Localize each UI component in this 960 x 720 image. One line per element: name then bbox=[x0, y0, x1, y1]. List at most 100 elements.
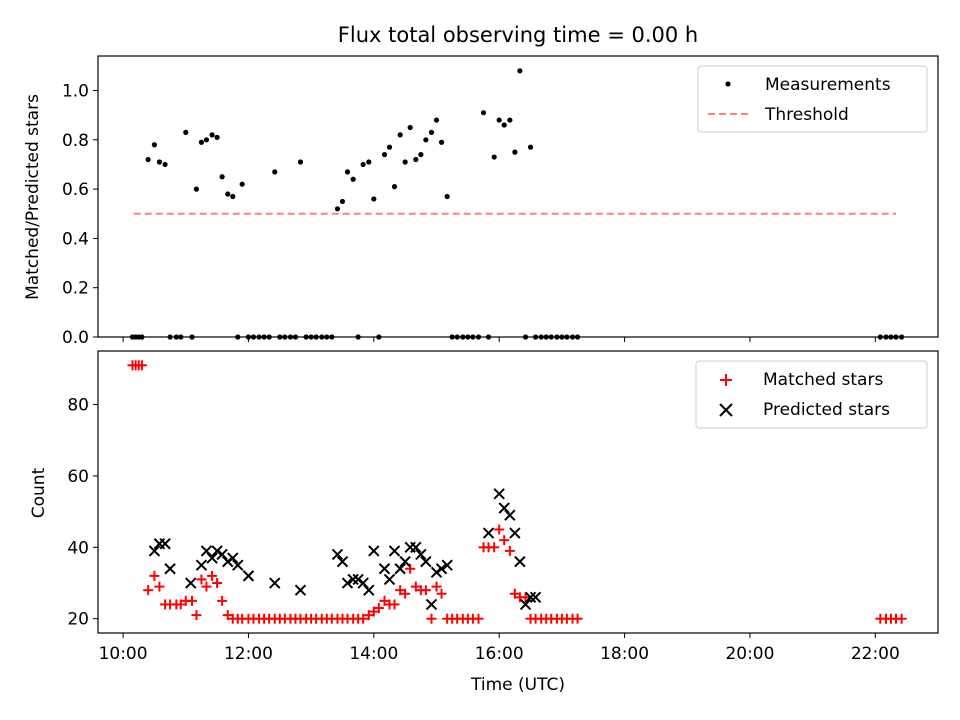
predicted-star-stroke-b bbox=[420, 555, 432, 568]
measurement-point bbox=[501, 122, 507, 128]
legend-matched-label: Matched stars bbox=[763, 370, 883, 390]
matched-star-point bbox=[389, 599, 400, 610]
predicted-star-stroke-b bbox=[363, 584, 375, 596]
measurement-point bbox=[209, 132, 215, 138]
predicted-star-stroke-b bbox=[493, 488, 505, 500]
predicted-star-point bbox=[331, 548, 344, 561]
matched-star-point bbox=[363, 610, 374, 621]
predicted-star-stroke-b bbox=[294, 584, 307, 596]
predicted-star-point bbox=[383, 573, 396, 586]
measurement-point bbox=[272, 169, 278, 175]
predicted-star-point bbox=[425, 598, 438, 611]
predicted-star-stroke-b bbox=[227, 552, 239, 564]
predicted-star-stroke-b bbox=[435, 563, 448, 575]
predicted-legend-marker bbox=[719, 403, 733, 417]
figure-title: Flux total observing time = 0.00 h bbox=[338, 23, 698, 47]
matched-star-point bbox=[358, 613, 369, 624]
predicted-star-stroke-b bbox=[185, 577, 197, 589]
count-x-tick-label: 12:00 bbox=[224, 644, 273, 664]
predicted-star-point bbox=[368, 545, 380, 557]
ratio-y-tick-label: 0.0 bbox=[62, 328, 89, 348]
predicted-star-stroke-b bbox=[336, 555, 349, 568]
predicted-star-stroke-b bbox=[529, 591, 542, 604]
predicted-star-point bbox=[206, 552, 218, 564]
matched-star-point bbox=[187, 595, 198, 606]
matched-star-point bbox=[509, 588, 520, 599]
measurement-point bbox=[433, 117, 440, 123]
measurement-point bbox=[527, 144, 534, 150]
measurement-point bbox=[386, 144, 393, 150]
predicted-star-point bbox=[493, 488, 505, 500]
predicted-star-point bbox=[352, 573, 364, 586]
matched-star-point bbox=[175, 599, 186, 610]
ratio-x-ticks bbox=[122, 337, 876, 342]
ratio-axes-frame bbox=[97, 55, 939, 338]
predicted-star-point bbox=[388, 545, 401, 557]
predicted-star-point bbox=[347, 573, 359, 586]
predicted-star-stroke-b bbox=[498, 502, 510, 514]
predicted-star-stroke-b bbox=[222, 555, 234, 568]
predicted-star-stroke-b bbox=[430, 566, 443, 579]
ratio-legend-box bbox=[697, 65, 928, 133]
predicted-star-point bbox=[482, 527, 495, 539]
matched-legend-marker bbox=[720, 374, 732, 386]
measurement-point bbox=[381, 151, 388, 158]
measurement-point bbox=[413, 156, 419, 163]
measurement-point bbox=[444, 193, 450, 200]
ratio-y-tick-label: 0.4 bbox=[62, 229, 89, 249]
predicted-star-stroke-b bbox=[519, 598, 532, 611]
predicted-star-stroke-b bbox=[211, 545, 223, 557]
predicted-star-point bbox=[394, 563, 406, 575]
measurement-point bbox=[193, 186, 200, 192]
predicted-star-stroke-b bbox=[331, 548, 344, 561]
predicted-star-stroke-b bbox=[514, 555, 526, 568]
count-legend: Matched stars Predicted stars bbox=[695, 360, 928, 429]
predicted-star-stroke-b bbox=[524, 591, 537, 604]
measurement-point bbox=[239, 181, 245, 187]
measurement-point bbox=[366, 159, 372, 165]
matched-star-point bbox=[136, 360, 147, 371]
ratio-y-axis: 0.0 0.2 0.4 0.6 0.8 1.0 bbox=[62, 82, 98, 348]
count-legend-box bbox=[695, 360, 928, 429]
predicted-star-point bbox=[185, 577, 197, 589]
measurement-point bbox=[334, 206, 341, 212]
measurement-point bbox=[407, 124, 413, 131]
matched-star-point bbox=[212, 578, 223, 589]
matched-star-point bbox=[154, 581, 165, 592]
predicted-star-stroke-b bbox=[441, 559, 453, 571]
predicted-star-stroke-b bbox=[347, 573, 359, 586]
predicted-star-stroke-b bbox=[159, 538, 171, 550]
matched-star-point bbox=[400, 588, 411, 599]
matched-star-point bbox=[196, 574, 207, 585]
measurement-point bbox=[402, 159, 408, 165]
matched-star-point bbox=[520, 592, 531, 603]
measurement-point bbox=[230, 193, 236, 200]
matched-star-point bbox=[499, 535, 510, 546]
matched-star-point bbox=[149, 570, 160, 581]
count-x-tick-label: 10:00 bbox=[99, 644, 148, 664]
count-y-tick-label: 80 bbox=[67, 396, 89, 416]
predicted-star-point bbox=[514, 555, 526, 568]
predicted-star-stroke-b bbox=[383, 573, 396, 586]
predicted-star-point bbox=[294, 584, 307, 596]
predicted-star-point bbox=[441, 559, 453, 571]
matched-star-point bbox=[896, 613, 907, 624]
measurement-point bbox=[339, 198, 346, 205]
measurement-point bbox=[438, 139, 445, 145]
count-y-tick-label: 20 bbox=[67, 610, 89, 630]
predicted-star-stroke-b bbox=[378, 563, 391, 575]
measurement-point bbox=[297, 159, 304, 165]
measurement-point bbox=[162, 161, 168, 168]
matched-star-point bbox=[410, 581, 421, 592]
predicted-star-stroke-b bbox=[164, 563, 176, 575]
predicted-star-stroke-b bbox=[200, 545, 213, 557]
predicted-star-point bbox=[269, 577, 281, 589]
measurement-point bbox=[156, 159, 163, 165]
measurement-point bbox=[371, 196, 377, 202]
count-x-tick-label: 20:00 bbox=[725, 644, 774, 664]
matched-star-point bbox=[431, 581, 442, 592]
predicted-star-stroke-b bbox=[352, 573, 364, 586]
measurement-point bbox=[203, 137, 210, 143]
predicted-star-point bbox=[232, 559, 244, 571]
